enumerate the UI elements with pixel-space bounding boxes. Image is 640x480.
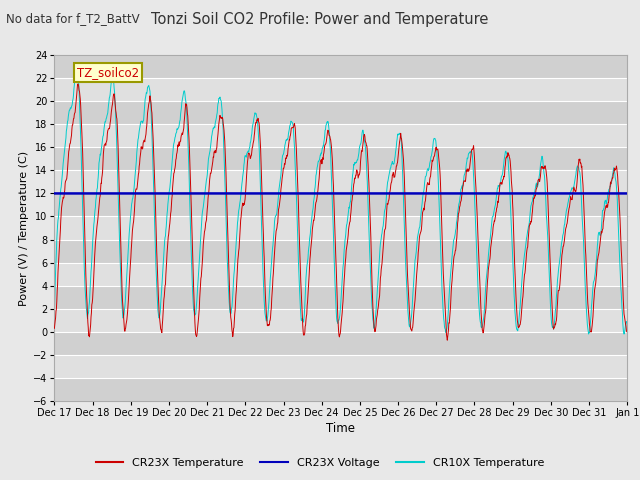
Bar [54,378,627,401]
Text: Tonzi Soil CO2 Profile: Power and Temperature: Tonzi Soil CO2 Profile: Power and Temper… [151,12,489,27]
Bar [54,240,627,263]
Bar [54,286,627,309]
Text: No data for f_T2_BattV: No data for f_T2_BattV [6,12,140,25]
Bar [54,101,627,124]
Y-axis label: Power (V) / Temperature (C): Power (V) / Temperature (C) [19,150,29,306]
Bar [54,147,627,170]
Bar [54,193,627,216]
Bar [54,55,627,78]
Bar [54,332,627,355]
Legend: CR23X Temperature, CR23X Voltage, CR10X Temperature: CR23X Temperature, CR23X Voltage, CR10X … [91,453,549,472]
Text: TZ_soilco2: TZ_soilco2 [77,66,140,79]
X-axis label: Time: Time [326,422,355,435]
